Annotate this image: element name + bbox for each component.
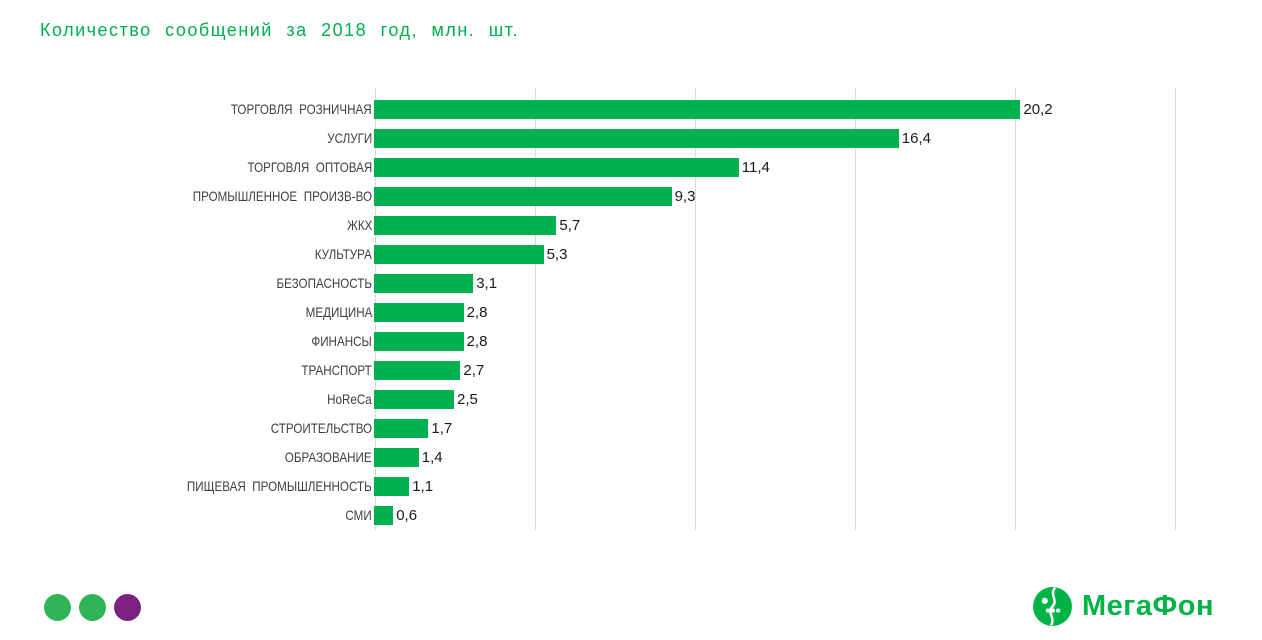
bar (374, 506, 394, 525)
bar (374, 245, 544, 264)
category-label: СТРОИТЕЛЬСТВО (270, 419, 372, 436)
footer-dots (44, 594, 141, 621)
bar-row: КУЛЬТУРА 5,3 (0, 240, 1262, 269)
bar (374, 100, 1021, 119)
bar-row: ТРАНСПОРТ 2,7 (0, 356, 1262, 385)
bars-container: ТОРГОВЛЯ РОЗНИЧНАЯ 20,2 УСЛУГИ 16,4 ТОРГОВЛЯ… (0, 95, 1262, 530)
bar-row: ПИЩЕВАЯ ПРОМЫШЛЕННОСТЬ 1,1 (0, 472, 1262, 501)
category-label: ПРОМЫШЛЕННОЕ ПРОИЗВ-ВО (192, 187, 372, 204)
bar-row: БЕЗОПАСНОСТЬ 3,1 (0, 269, 1262, 298)
category-label-cell: ФИНАНСЫ (0, 333, 374, 351)
bar-row: ЖКХ 5,7 (0, 211, 1262, 240)
category-label-cell: ПИЩЕВАЯ ПРОМЫШЛЕННОСТЬ (0, 478, 374, 496)
category-label-cell: ОБРАЗОВАНИЕ (0, 449, 374, 467)
bar (374, 129, 899, 148)
value-label: 1,7 (431, 420, 453, 437)
bar (374, 216, 557, 235)
value-label: 20,2 (1023, 101, 1053, 118)
bar (374, 303, 464, 322)
category-label-cell: СТРОИТЕЛЬСТВО (0, 420, 374, 438)
category-label: УСЛУГИ (326, 129, 372, 146)
bar-row: ТОРГОВЛЯ ОПТОВАЯ 11,4 (0, 153, 1262, 182)
category-label: ФИНАНСЫ (311, 332, 372, 349)
gridline (695, 88, 696, 530)
chart-title: Количество сообщений за 2018 год, млн. ш… (40, 20, 519, 40)
category-label-cell: ПРОМЫШЛЕННОЕ ПРОИЗВ-ВО (0, 188, 374, 206)
bar (374, 419, 429, 438)
gridline (1175, 88, 1176, 530)
value-label: 0,6 (396, 507, 418, 524)
value-label: 11,4 (741, 159, 770, 176)
bar (374, 477, 410, 496)
bar-row: УСЛУГИ 16,4 (0, 124, 1262, 153)
bar (374, 361, 461, 380)
category-label-cell: ТОРГОВЛЯ ОПТОВАЯ (0, 159, 374, 177)
category-label: СМИ (345, 506, 372, 523)
category-label: ЖКХ (346, 216, 372, 233)
bar-row: СМИ 0,6 (0, 501, 1262, 530)
value-label: 2,5 (457, 391, 478, 408)
bar (374, 332, 464, 351)
bar-row: ПРОМЫШЛЕННОЕ ПРОИЗВ-ВО 9,3 (0, 182, 1262, 211)
footer-dot (114, 594, 141, 621)
bar-row: ТОРГОВЛЯ РОЗНИЧНАЯ 20,2 (0, 95, 1262, 124)
bar (374, 390, 454, 409)
category-label-cell: УСЛУГИ (0, 130, 374, 148)
footer-dot (79, 594, 106, 621)
megafon-logo: МегаФон (1032, 586, 1214, 627)
gridline (855, 88, 856, 530)
category-label-cell: СМИ (0, 507, 374, 525)
footer-dot (44, 594, 71, 621)
category-label-cell: ТОРГОВЛЯ РОЗНИЧНАЯ (0, 101, 374, 119)
value-label: 1,1 (412, 478, 434, 495)
value-label: 16,4 (901, 130, 931, 147)
value-label: 1,4 (421, 449, 443, 466)
category-label: ТОРГОВЛЯ РОЗНИЧНАЯ (231, 100, 372, 117)
category-label: ТРАНСПОРТ (301, 361, 372, 378)
bar (374, 274, 474, 293)
category-label: ПИЩЕВАЯ ПРОМЫШЛЕННОСТЬ (187, 477, 372, 494)
value-label: 5,3 (546, 246, 568, 263)
category-label: ТОРГОВЛЯ ОПТОВАЯ (247, 158, 372, 175)
value-label: 2,8 (466, 304, 488, 321)
value-label: 9,3 (674, 188, 696, 205)
category-label: МЕДИЦИНА (305, 303, 372, 320)
value-label: 5,7 (559, 217, 581, 234)
bar-row: HoReCa 2,5 (0, 385, 1262, 414)
category-label-cell: HoReCa (0, 391, 374, 409)
category-label: HoReCa (327, 390, 372, 407)
value-label: 2,8 (466, 333, 488, 350)
bar-row: ФИНАНСЫ 2,8 (0, 327, 1262, 356)
bar-row: СТРОИТЕЛЬСТВО 1,7 (0, 414, 1262, 443)
category-label-cell: МЕДИЦИНА (0, 304, 374, 322)
category-label-cell: ТРАНСПОРТ (0, 362, 374, 380)
bar-row: ОБРАЗОВАНИЕ 1,4 (0, 443, 1262, 472)
category-label-cell: БЕЗОПАСНОСТЬ (0, 275, 374, 293)
gridline (1015, 88, 1016, 530)
bar-row: МЕДИЦИНА 2,8 (0, 298, 1262, 327)
category-label-cell: ЖКХ (0, 217, 374, 235)
category-label: КУЛЬТУРА (314, 245, 372, 262)
bar-chart: ТОРГОВЛЯ РОЗНИЧНАЯ 20,2 УСЛУГИ 16,4 ТОРГОВЛЯ… (0, 88, 1262, 530)
value-label: 3,1 (476, 275, 498, 292)
bar (374, 158, 739, 177)
category-label: БЕЗОПАСНОСТЬ (276, 274, 372, 291)
category-label-cell: КУЛЬТУРА (0, 246, 374, 264)
megafon-logo-text: МегаФон (1082, 590, 1214, 622)
bar (374, 187, 672, 206)
category-label: ОБРАЗОВАНИЕ (285, 448, 372, 465)
gridline (535, 88, 536, 530)
bar (374, 448, 419, 467)
value-label: 2,7 (463, 362, 485, 379)
megafon-logo-icon (1033, 586, 1072, 627)
